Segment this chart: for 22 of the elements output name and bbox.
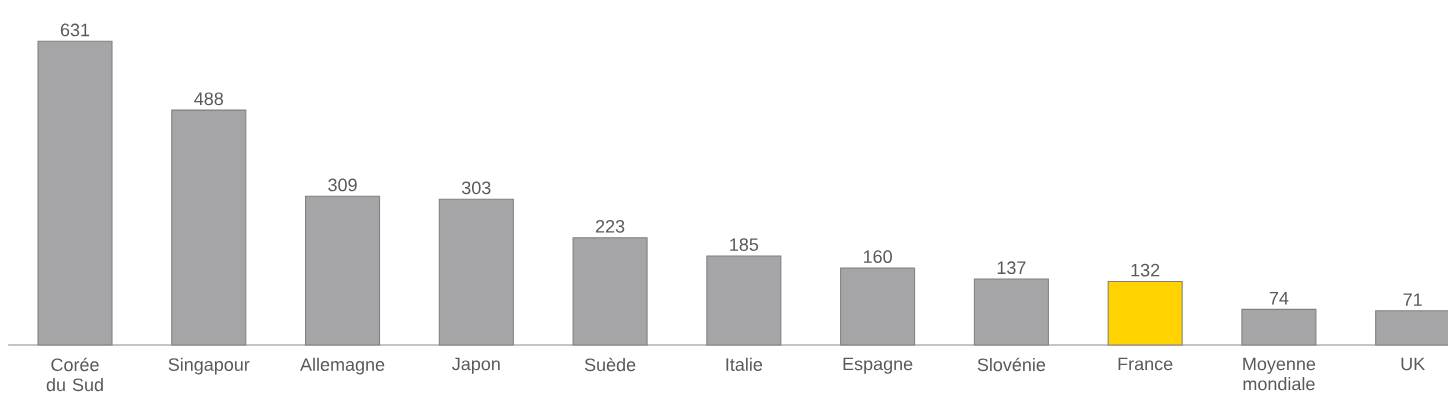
x-tick-label: Corée du Sud xyxy=(46,357,103,392)
data-label: 74 xyxy=(1269,292,1289,305)
x-tick-label: Suède xyxy=(584,357,636,372)
x-tick-label: Moyenne mondiale xyxy=(1243,357,1316,391)
x-tick-label: Allemagne xyxy=(300,357,385,375)
x-tick-label: Japon xyxy=(452,357,500,374)
data-label: 132 xyxy=(1131,263,1160,277)
data-label: 71 xyxy=(1403,293,1422,306)
data-label: 309 xyxy=(328,178,357,192)
data-label: 137 xyxy=(997,261,1026,275)
x-tick-label: France xyxy=(1118,357,1173,371)
data-label: 303 xyxy=(461,181,491,195)
x-tick-label: UK xyxy=(1401,357,1425,371)
x-tick-label: Italie xyxy=(726,357,763,371)
x-tick-label: Espagne xyxy=(843,357,913,374)
data-label: 488 xyxy=(194,92,223,106)
data-label: 223 xyxy=(595,219,625,233)
data-label: 160 xyxy=(863,250,892,264)
data-label: 185 xyxy=(730,238,759,251)
x-tick-label: Slovénie xyxy=(977,357,1046,372)
data-label: 631 xyxy=(60,23,90,37)
x-tick-label: Singapour xyxy=(168,357,250,375)
